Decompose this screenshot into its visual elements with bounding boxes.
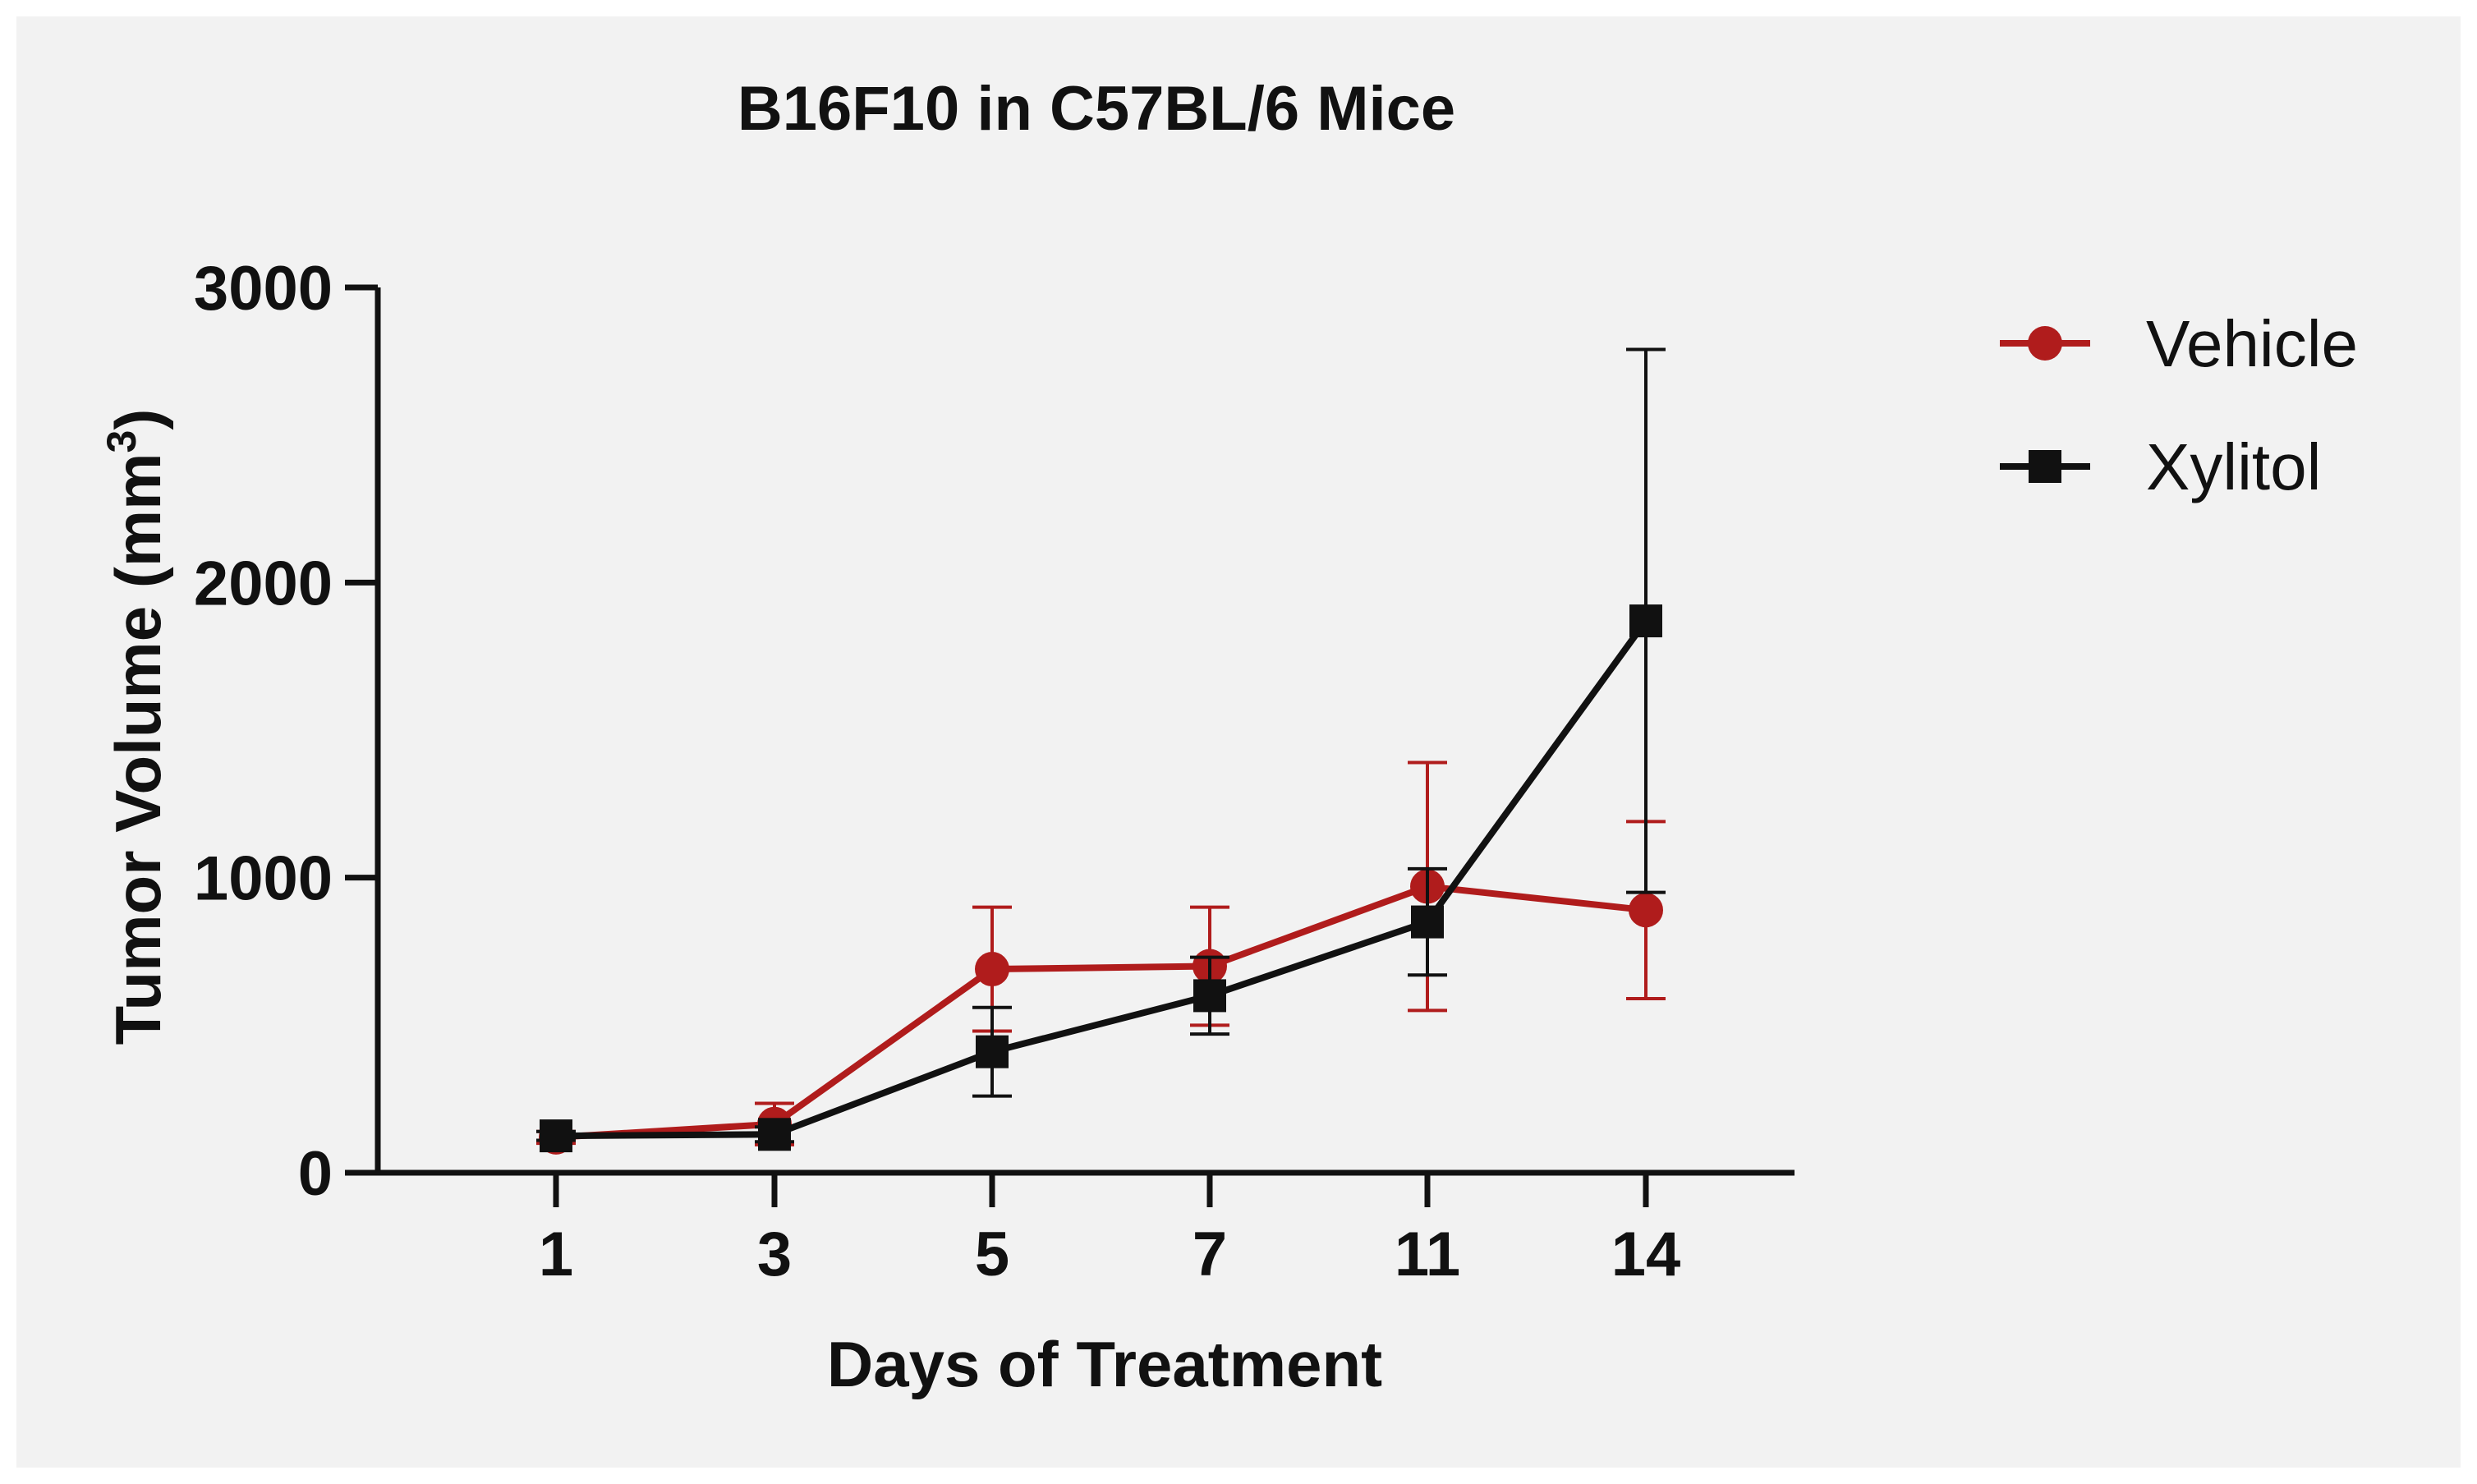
x-tick-label: 11 [1395, 1220, 1460, 1289]
axes [375, 287, 1795, 1176]
y-tick-label: 2000 [194, 549, 333, 618]
series-xylitol [536, 347, 1666, 1153]
data-point [1411, 905, 1444, 939]
data-point [1193, 979, 1226, 1013]
y-axis-label-close: ) [102, 409, 174, 430]
x-tick-label: 5 [975, 1220, 1009, 1289]
series-line [555, 883, 1647, 1141]
chart-panel-background [16, 16, 2461, 1468]
y-tick-label: 0 [298, 1139, 333, 1209]
x-tick-label: 7 [1193, 1220, 1227, 1289]
series-line [555, 618, 1649, 1140]
y-axis-label: Tumor Volume (mm3) [99, 409, 174, 1045]
y-tick-label: 3000 [194, 254, 333, 324]
data-point [540, 1119, 572, 1153]
legend-marker [2029, 450, 2061, 483]
data-point [758, 1118, 791, 1151]
data-point [976, 1035, 1009, 1068]
y-axis-label-main: Tumor Volume (mm [102, 453, 174, 1045]
data-point [1629, 893, 1663, 928]
data-point [1629, 604, 1662, 638]
legend-marker [2028, 326, 2062, 361]
x-tick-label: 3 [757, 1220, 792, 1289]
y-axis-label-superscript: 3 [99, 430, 145, 453]
y-tick-label: 1000 [194, 844, 333, 914]
x-axis-label: Days of Treatment [827, 1328, 1382, 1400]
legend-item-vehicle: Vehicle [2000, 307, 2358, 380]
y-axis-ticks: 0 1000 2000 3000 [194, 254, 378, 1209]
x-axis-ticks: 1 3 5 7 11 14 [539, 1173, 1680, 1289]
legend-label: Vehicle [2146, 307, 2358, 380]
legend-item-xylitol: Xylitol [2000, 430, 2321, 503]
data-point [975, 952, 1009, 987]
x-tick-label: 1 [539, 1220, 573, 1289]
data-series [536, 347, 1666, 1155]
legend: Vehicle Xylitol [2000, 307, 2358, 503]
x-tick-label: 14 [1611, 1220, 1681, 1289]
chart-title: B16F10 in C57BL/6 Mice [738, 74, 1455, 144]
legend-label: Xylitol [2146, 430, 2321, 503]
